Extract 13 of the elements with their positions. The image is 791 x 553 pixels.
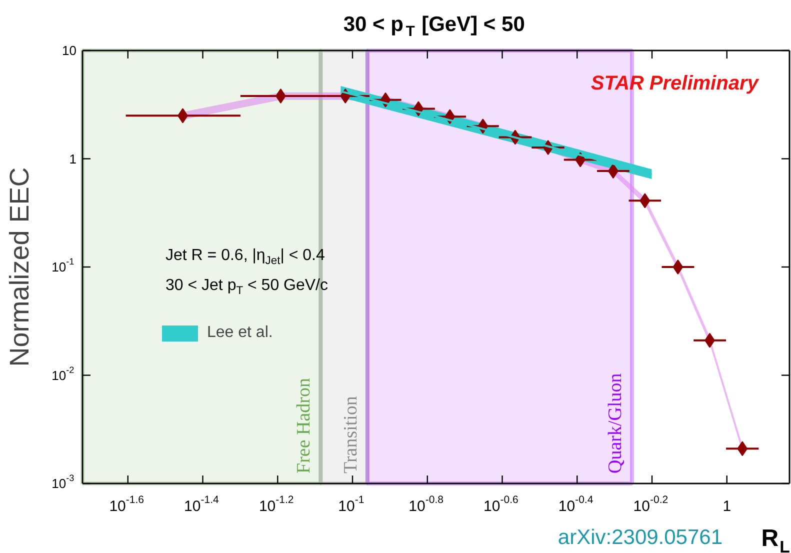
point	[672, 260, 684, 274]
band-label: Quark/Gluon	[605, 372, 626, 474]
y-tick-label: 10	[62, 43, 77, 58]
point	[737, 441, 748, 456]
annotation: STAR Preliminary	[590, 72, 760, 94]
legend-label: Lee et al.	[207, 324, 273, 342]
y-tick-label: 1	[69, 151, 77, 166]
x-tick-label: 1	[722, 498, 732, 515]
band-label: Transition	[340, 396, 362, 474]
text: arXiv:2309.05761	[558, 526, 723, 549]
band-label: Free Hadron	[294, 378, 315, 474]
y-axis-title: Normalized EEC	[4, 167, 34, 367]
point	[640, 193, 650, 208]
